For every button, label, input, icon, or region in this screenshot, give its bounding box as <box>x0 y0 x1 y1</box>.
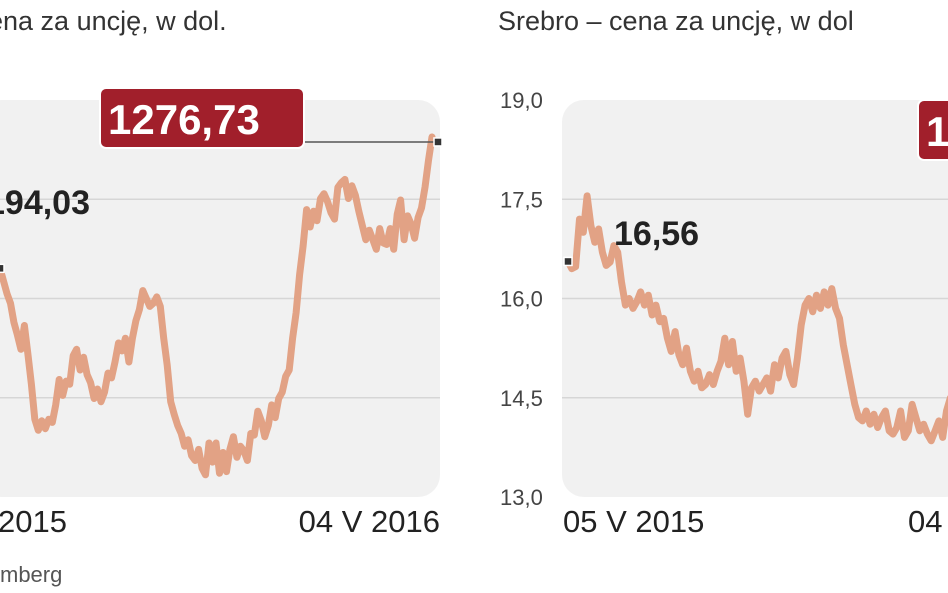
end-point-marker <box>433 137 443 147</box>
start-value-label: 16,56 <box>614 215 699 253</box>
end-value-badge <box>99 87 305 149</box>
x-tick-label: 2015 <box>0 504 67 539</box>
end-value-label: 1 <box>926 108 948 155</box>
chart-2-silver: 19,0 17,5 16,0 14,5 13,0 05 V 2015 04 16,56 1 <box>500 88 948 539</box>
start-point-marker <box>563 256 573 267</box>
source-note: mberg <box>0 562 63 587</box>
chart-1-title: ena za uncję, w dol. <box>0 6 227 36</box>
y-tick-label: 19,0 <box>500 88 543 113</box>
price-series-line <box>0 133 436 479</box>
chart-1-gold: 2015 04 V 2016 194,03 1276,73 <box>0 87 443 539</box>
start-value-label: 194,03 <box>0 184 90 222</box>
chart-2-title: Srebro – cena za uncję, w dol <box>498 6 854 36</box>
x-tick-label: 04 <box>908 504 942 539</box>
y-tick-label: 13,0 <box>500 485 543 510</box>
x-tick-label: 05 V 2015 <box>563 504 704 539</box>
y-tick-label: 17,5 <box>500 187 543 212</box>
x-tick-label: 04 V 2016 <box>299 504 440 539</box>
y-tick-label: 14,5 <box>500 386 543 411</box>
start-point-marker <box>0 263 5 274</box>
end-value-label: 1276,73 <box>108 96 260 143</box>
price-series-line <box>564 192 948 445</box>
y-tick-label: 16,0 <box>500 287 543 312</box>
end-value-badge <box>917 99 948 161</box>
